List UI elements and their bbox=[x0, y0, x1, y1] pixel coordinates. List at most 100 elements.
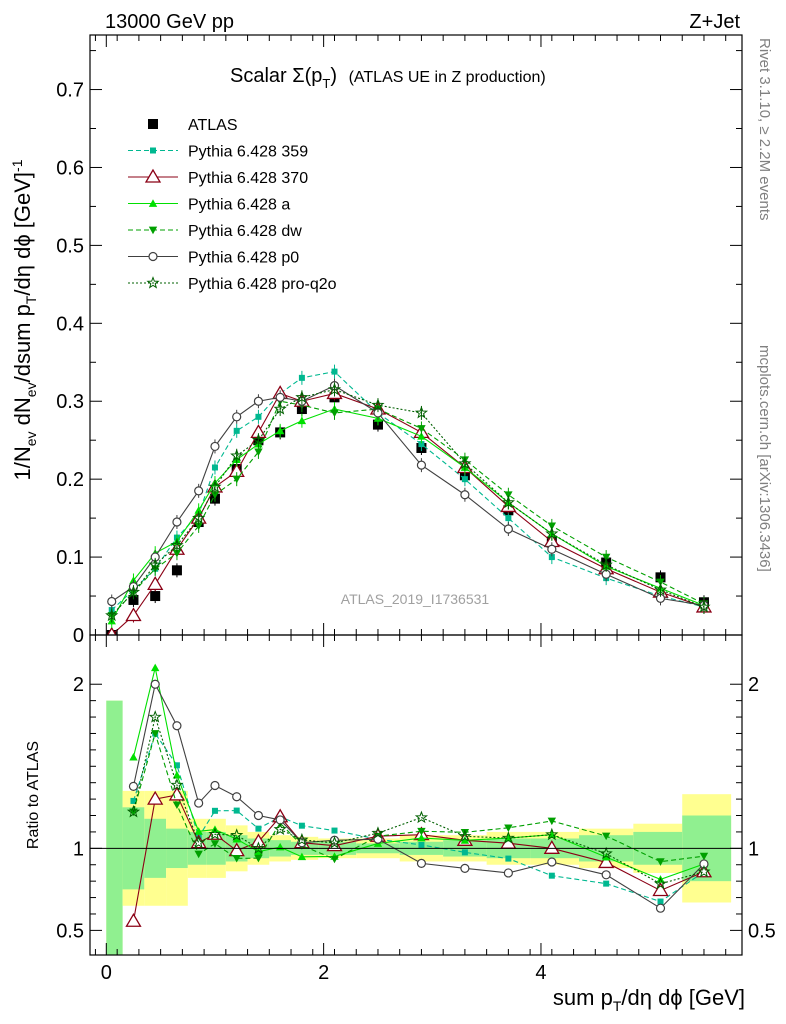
point-pdw bbox=[601, 553, 611, 562]
main-y-tick-label: 0.1 bbox=[56, 547, 84, 569]
point-pq2o bbox=[458, 456, 472, 470]
ratio-point-pp0 bbox=[210, 780, 220, 791]
point-pdw bbox=[330, 409, 339, 418]
point-pdw bbox=[417, 425, 426, 433]
point-p359 bbox=[505, 515, 512, 522]
point-pq2o bbox=[251, 433, 266, 446]
ratio-point-p359 bbox=[548, 872, 555, 879]
ratio-point-pq2o bbox=[501, 831, 515, 844]
point-pa bbox=[297, 416, 307, 425]
ratio-point-p370 bbox=[598, 854, 615, 869]
point-data bbox=[128, 594, 139, 605]
point-pq2o bbox=[208, 480, 222, 493]
ratio-point-pdw bbox=[417, 827, 426, 836]
legend-label-pp0: Pythia 6.428 p0 bbox=[188, 250, 299, 267]
ratio-point-p370 bbox=[125, 912, 142, 927]
point-p359 bbox=[255, 413, 262, 420]
point-pdw bbox=[232, 475, 241, 484]
ratio-point-pdw bbox=[699, 852, 709, 861]
ratio-point-p359 bbox=[603, 880, 610, 887]
ratio-point-pq2o bbox=[126, 804, 141, 818]
ratio-point-pdw bbox=[656, 858, 665, 866]
point-pq2o bbox=[126, 585, 141, 598]
x-tick-label: 2 bbox=[318, 962, 329, 984]
point-pq2o bbox=[697, 600, 711, 613]
ratio-point-p370 bbox=[652, 882, 669, 897]
point-pp0 bbox=[210, 441, 220, 452]
ratio-point-p359 bbox=[657, 898, 664, 905]
point-pdw bbox=[172, 549, 182, 558]
ratio-point-pq2o bbox=[327, 836, 342, 849]
mcplots-info: mcplots.cern.ch [arXiv:1306.3436] bbox=[756, 345, 773, 572]
ratio-y-tick-label-right: 1 bbox=[748, 838, 759, 860]
point-pdw bbox=[210, 491, 220, 499]
ratio-point-pq2o bbox=[295, 832, 309, 846]
point-pdw bbox=[194, 522, 203, 531]
ratio-point-p370 bbox=[147, 790, 164, 805]
legend-marker-p370 bbox=[144, 168, 162, 183]
point-pp0 bbox=[503, 524, 513, 534]
ratio-y-tick-label: 2 bbox=[73, 674, 84, 696]
ratio-point-pq2o bbox=[170, 778, 184, 791]
ratio-point-pdw bbox=[194, 850, 203, 859]
x-tick-label: 4 bbox=[535, 962, 546, 984]
point-pq2o bbox=[295, 390, 309, 403]
legend-marker-p359 bbox=[150, 147, 156, 154]
legend-label-data: ATLAS bbox=[188, 117, 238, 134]
ratio-point-pa bbox=[297, 852, 307, 861]
ratio-point-pdw bbox=[151, 730, 160, 738]
ratio-point-pp0 bbox=[547, 857, 557, 867]
point-pq2o bbox=[501, 495, 515, 509]
ratio-y-tick-label-right: 0.5 bbox=[748, 920, 776, 942]
point-p359 bbox=[418, 441, 425, 448]
point-p370 bbox=[147, 576, 164, 591]
point-pp0 bbox=[547, 544, 557, 554]
ratio-point-p359 bbox=[211, 807, 218, 814]
ratio-line-pa bbox=[132, 667, 705, 880]
ratio-point-pdw bbox=[330, 855, 339, 864]
ratio-point-p359 bbox=[331, 827, 338, 834]
header-left: 13000 GeV pp bbox=[105, 11, 234, 33]
rivet-info: Rivet 3.1.10, ≥ 2.2M events bbox=[756, 38, 773, 221]
ratio-point-pq2o bbox=[653, 876, 668, 890]
ratio-point-pa bbox=[129, 752, 138, 761]
ratio-point-pp0 bbox=[172, 721, 182, 731]
ratio-point-pdw bbox=[601, 832, 611, 841]
ratio-line-p359 bbox=[132, 732, 705, 903]
main-y-tick-label: 0.3 bbox=[56, 391, 84, 413]
point-p370 bbox=[125, 607, 142, 622]
point-pp0 bbox=[275, 392, 285, 402]
ratio-point-pp0 bbox=[503, 868, 513, 878]
point-pq2o bbox=[371, 398, 385, 411]
ratio-point-p359 bbox=[461, 849, 468, 856]
ratio-point-pa bbox=[194, 827, 203, 835]
ratio-point-pp0 bbox=[460, 863, 470, 873]
series-line-pq2o bbox=[111, 388, 705, 616]
ratio-point-pq2o bbox=[148, 710, 162, 723]
ratio-point-pa bbox=[601, 852, 611, 861]
ratio-point-pdw bbox=[504, 824, 513, 833]
ratio-point-pp0 bbox=[232, 792, 242, 802]
ratio-point-pq2o bbox=[273, 822, 287, 836]
point-pp0 bbox=[416, 460, 427, 470]
ratio-line-p370 bbox=[132, 794, 705, 922]
point-p359 bbox=[211, 464, 218, 471]
legend-label-pq2o: Pythia 6.428 pro-q2o bbox=[188, 276, 337, 293]
ratio-point-pdw bbox=[547, 817, 557, 826]
ratio-point-pq2o bbox=[230, 828, 244, 841]
ratio-point-p359 bbox=[233, 807, 240, 814]
point-pa bbox=[275, 426, 285, 435]
point-pp0 bbox=[194, 486, 204, 496]
ratio-point-pa bbox=[460, 836, 470, 844]
ratio-point-p359 bbox=[298, 822, 305, 829]
ratio-point-p359 bbox=[130, 797, 137, 804]
ratio-point-pq2o bbox=[192, 835, 206, 849]
legend-label-pa: Pythia 6.428 a bbox=[188, 197, 290, 214]
legend-label-p370: Pythia 6.428 370 bbox=[188, 170, 308, 187]
legend-label-pdw: Pythia 6.428 dw bbox=[188, 223, 302, 240]
main-y-tick-label: 0 bbox=[73, 625, 84, 647]
x-tick-label: 0 bbox=[101, 962, 112, 984]
ratio-point-p370 bbox=[543, 840, 560, 854]
ratio-point-pdw bbox=[210, 840, 220, 848]
